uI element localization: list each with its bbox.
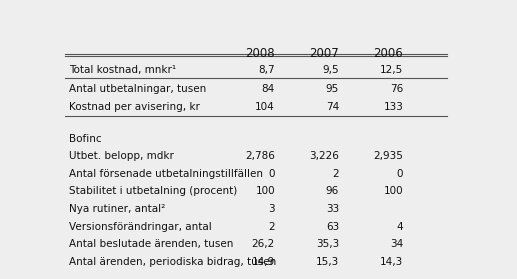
Text: Versionsförändringar, antal: Versionsförändringar, antal xyxy=(69,222,211,232)
Text: 104: 104 xyxy=(255,102,275,112)
Text: 3: 3 xyxy=(268,204,275,214)
Text: 35,3: 35,3 xyxy=(316,239,339,249)
Text: Bofinc: Bofinc xyxy=(69,134,101,143)
Text: Nya rutiner, antal²: Nya rutiner, antal² xyxy=(69,204,165,214)
Text: 2,935: 2,935 xyxy=(373,151,403,161)
Text: 96: 96 xyxy=(326,186,339,196)
Text: Total kostnad, mnkr¹: Total kostnad, mnkr¹ xyxy=(69,65,176,74)
Text: 133: 133 xyxy=(383,102,403,112)
Text: 0: 0 xyxy=(397,169,403,179)
Text: 4: 4 xyxy=(397,222,403,232)
Text: 100: 100 xyxy=(384,186,403,196)
Text: 33: 33 xyxy=(326,204,339,214)
Text: 14,9: 14,9 xyxy=(252,257,275,267)
Text: 15,3: 15,3 xyxy=(316,257,339,267)
Text: 3,226: 3,226 xyxy=(309,151,339,161)
Text: 2: 2 xyxy=(332,169,339,179)
Text: 2007: 2007 xyxy=(309,47,339,61)
Text: 2006: 2006 xyxy=(373,47,403,61)
Text: Kostnad per avisering, kr: Kostnad per avisering, kr xyxy=(69,102,200,112)
Text: 14,3: 14,3 xyxy=(380,257,403,267)
Text: 12,5: 12,5 xyxy=(380,65,403,74)
Text: 2: 2 xyxy=(268,222,275,232)
Text: Antal ärenden, periodiska bidrag, tusen: Antal ärenden, periodiska bidrag, tusen xyxy=(69,257,276,267)
Text: 9,5: 9,5 xyxy=(323,65,339,74)
Text: 100: 100 xyxy=(255,186,275,196)
Text: 74: 74 xyxy=(326,102,339,112)
Text: 2,786: 2,786 xyxy=(245,151,275,161)
Text: 76: 76 xyxy=(390,84,403,94)
Text: 63: 63 xyxy=(326,222,339,232)
Text: 84: 84 xyxy=(262,84,275,94)
Text: 8,7: 8,7 xyxy=(258,65,275,74)
Text: Antal utbetalningar, tusen: Antal utbetalningar, tusen xyxy=(69,84,206,94)
Text: 26,2: 26,2 xyxy=(252,239,275,249)
Text: 34: 34 xyxy=(390,239,403,249)
Text: Antal beslutade ärenden, tusen: Antal beslutade ärenden, tusen xyxy=(69,239,233,249)
Text: 2008: 2008 xyxy=(246,47,275,61)
Text: 95: 95 xyxy=(326,84,339,94)
Text: Stabilitet i utbetalning (procent): Stabilitet i utbetalning (procent) xyxy=(69,186,237,196)
Text: Utbet. belopp, mdkr: Utbet. belopp, mdkr xyxy=(69,151,174,161)
Text: 0: 0 xyxy=(268,169,275,179)
Text: Antal försenade utbetalningstillfällen: Antal försenade utbetalningstillfällen xyxy=(69,169,263,179)
